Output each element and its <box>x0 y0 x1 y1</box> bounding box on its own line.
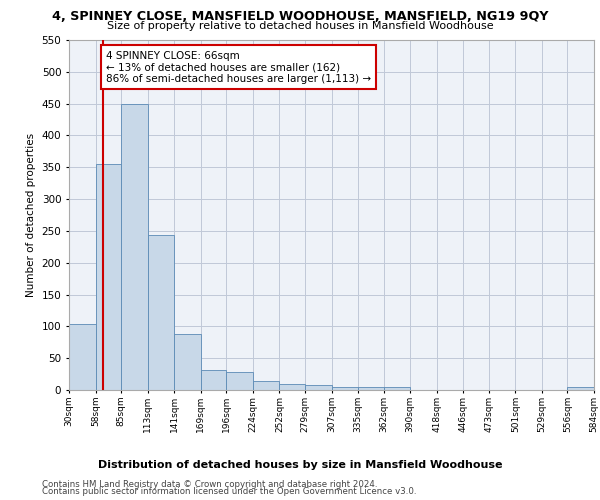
Bar <box>95 164 121 390</box>
Bar <box>174 334 201 390</box>
Text: Distribution of detached houses by size in Mansfield Woodhouse: Distribution of detached houses by size … <box>98 460 502 470</box>
Bar <box>305 385 331 390</box>
Y-axis label: Number of detached properties: Number of detached properties <box>26 133 36 297</box>
Bar <box>253 381 280 390</box>
Text: Size of property relative to detached houses in Mansfield Woodhouse: Size of property relative to detached ho… <box>107 21 493 31</box>
Text: Contains HM Land Registry data © Crown copyright and database right 2024.: Contains HM Land Registry data © Crown c… <box>42 480 377 489</box>
Bar <box>383 387 410 390</box>
Bar <box>331 387 358 390</box>
Bar <box>568 387 594 390</box>
Text: 4 SPINNEY CLOSE: 66sqm
← 13% of detached houses are smaller (162)
86% of semi-de: 4 SPINNEY CLOSE: 66sqm ← 13% of detached… <box>106 50 371 84</box>
Bar <box>201 370 226 390</box>
Bar <box>358 387 383 390</box>
Bar <box>148 234 174 390</box>
Bar <box>69 324 95 390</box>
Text: 4, SPINNEY CLOSE, MANSFIELD WOODHOUSE, MANSFIELD, NG19 9QY: 4, SPINNEY CLOSE, MANSFIELD WOODHOUSE, M… <box>52 10 548 23</box>
Bar <box>280 384 305 390</box>
Bar <box>226 372 253 390</box>
Bar <box>121 104 148 390</box>
Text: Contains public sector information licensed under the Open Government Licence v3: Contains public sector information licen… <box>42 487 416 496</box>
